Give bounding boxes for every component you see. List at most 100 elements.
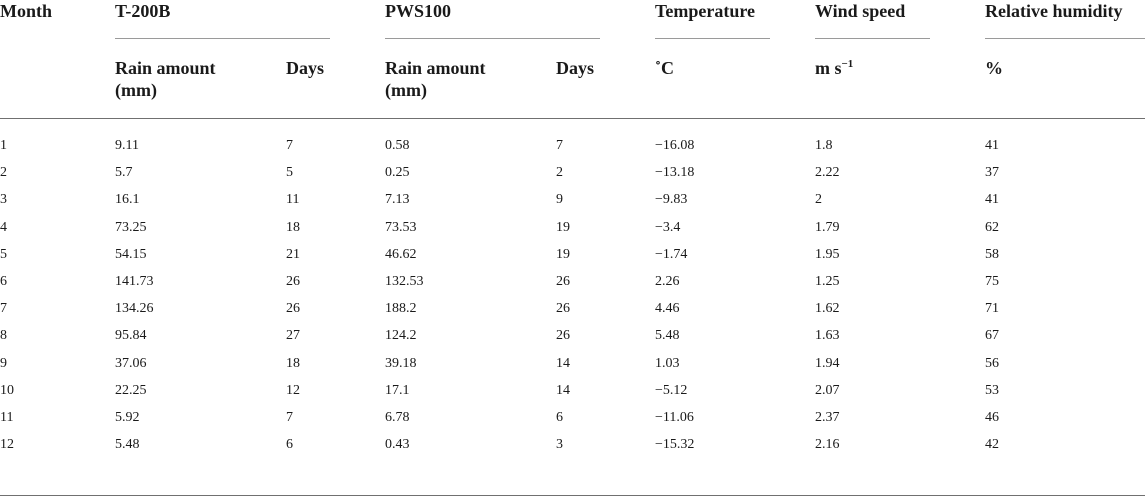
cell-month: 5 [0,247,7,262]
cell-t200b-days: 11 [286,192,300,207]
cell-pws100-days: 6 [556,410,563,425]
cell-temperature: 4.46 [655,301,680,316]
cell-pws100-days: 14 [556,356,570,371]
subheader-pws100-rain-line2: (mm) [385,80,427,100]
cell-wind-speed: 1.62 [815,301,840,316]
subheader-t200b-rain-line2: (mm) [115,80,157,100]
cell-month: 9 [0,356,7,371]
cell-wind-speed: 1.79 [815,220,840,235]
cell-pws100-days: 26 [556,274,570,289]
cell-pws100-rain: 132.53 [385,274,424,289]
header-month: Month [0,1,53,21]
subheader-pws100-rain: Rain amount (mm) [385,57,486,101]
pws100-group-rule [385,38,600,39]
cell-pws100-days: 7 [556,138,563,153]
cell-month: 6 [0,274,7,289]
cell-pws100-days: 19 [556,247,570,262]
cell-t200b-rain: 54.15 [115,247,147,262]
cell-pws100-days: 14 [556,383,570,398]
cell-wind-speed: 2.07 [815,383,840,398]
cell-month: 3 [0,192,7,207]
cell-month: 4 [0,220,7,235]
cell-t200b-days: 7 [286,138,293,153]
cell-pws100-rain: 7.13 [385,192,410,207]
cell-pws100-days: 26 [556,328,570,343]
cell-humidity: 42 [985,437,999,452]
cell-t200b-rain: 73.25 [115,220,147,235]
subheader-t200b-rain-line1: Rain amount [115,58,216,78]
cell-pws100-rain: 0.58 [385,138,410,153]
cell-month: 8 [0,328,7,343]
cell-temperature: −11.06 [655,410,694,425]
cell-t200b-rain: 134.26 [115,301,154,316]
cell-wind-speed: 2.16 [815,437,840,452]
cell-pws100-days: 9 [556,192,563,207]
cell-humidity: 56 [985,356,999,371]
cell-pws100-rain: 0.43 [385,437,410,452]
cell-temperature: −3.4 [655,220,681,235]
cell-temperature: −9.83 [655,192,688,207]
cell-t200b-rain: 5.7 [115,165,133,180]
cell-temperature: −5.12 [655,383,688,398]
subheader-humidity-unit: % [985,58,1003,78]
cell-wind-speed: 2 [815,192,822,207]
wind-group-rule [815,38,930,39]
cell-month: 12 [0,437,14,452]
cell-t200b-rain: 141.73 [115,274,154,289]
subheader-pws100-rain-line1: Rain amount [385,58,486,78]
t200b-group-rule [115,38,330,39]
cell-humidity: 46 [985,410,999,425]
cell-pws100-rain: 188.2 [385,301,417,316]
cell-humidity: 41 [985,192,999,207]
cell-humidity: 37 [985,165,999,180]
cell-t200b-days: 12 [286,383,300,398]
wind-unit-base: m s [815,58,842,78]
cell-t200b-days: 18 [286,356,300,371]
cell-t200b-rain: 5.48 [115,437,140,452]
cell-wind-speed: 1.94 [815,356,840,371]
cell-t200b-rain: 16.1 [115,192,140,207]
cell-pws100-rain: 46.62 [385,247,417,262]
cell-pws100-rain: 124.2 [385,328,417,343]
humidity-group-rule [985,38,1145,39]
cell-pws100-rain: 39.18 [385,356,417,371]
cell-month: 11 [0,410,14,425]
cell-wind-speed: 1.63 [815,328,840,343]
cell-month: 7 [0,301,7,316]
cell-t200b-rain: 37.06 [115,356,147,371]
subheader-temperature-unit: ˚C [655,58,674,78]
cell-t200b-rain: 9.11 [115,138,139,153]
cell-temperature: −13.18 [655,165,695,180]
cell-temperature: −1.74 [655,247,688,262]
cell-pws100-days: 19 [556,220,570,235]
cell-humidity: 62 [985,220,999,235]
subheader-t200b-days: Days [286,58,325,78]
header-relative-humidity: Relative humidity [985,1,1123,21]
cell-wind-speed: 1.95 [815,247,840,262]
cell-humidity: 41 [985,138,999,153]
cell-wind-speed: 1.8 [815,138,833,153]
cell-t200b-days: 26 [286,301,300,316]
cell-pws100-days: 26 [556,301,570,316]
cell-t200b-days: 21 [286,247,300,262]
cell-wind-speed: 1.25 [815,274,840,289]
cell-temperature: 2.26 [655,274,680,289]
header-bottom-rule [0,118,1145,119]
cell-t200b-rain: 95.84 [115,328,147,343]
cell-month: 10 [0,383,14,398]
subheader-t200b-rain: Rain amount (mm) [115,57,216,101]
cell-pws100-rain: 73.53 [385,220,417,235]
cell-t200b-rain: 5.92 [115,410,140,425]
cell-t200b-days: 6 [286,437,293,452]
cell-month: 1 [0,138,7,153]
subheader-wind-unit: m s−1 [815,57,853,79]
cell-pws100-rain: 17.1 [385,383,410,398]
cell-t200b-rain: 22.25 [115,383,147,398]
cell-humidity: 53 [985,383,999,398]
cell-humidity: 67 [985,328,999,343]
wind-unit-exponent: −1 [841,58,854,70]
cell-month: 2 [0,165,7,180]
cell-wind-speed: 2.37 [815,410,840,425]
cell-wind-speed: 2.22 [815,165,840,180]
cell-temperature: 5.48 [655,328,680,343]
